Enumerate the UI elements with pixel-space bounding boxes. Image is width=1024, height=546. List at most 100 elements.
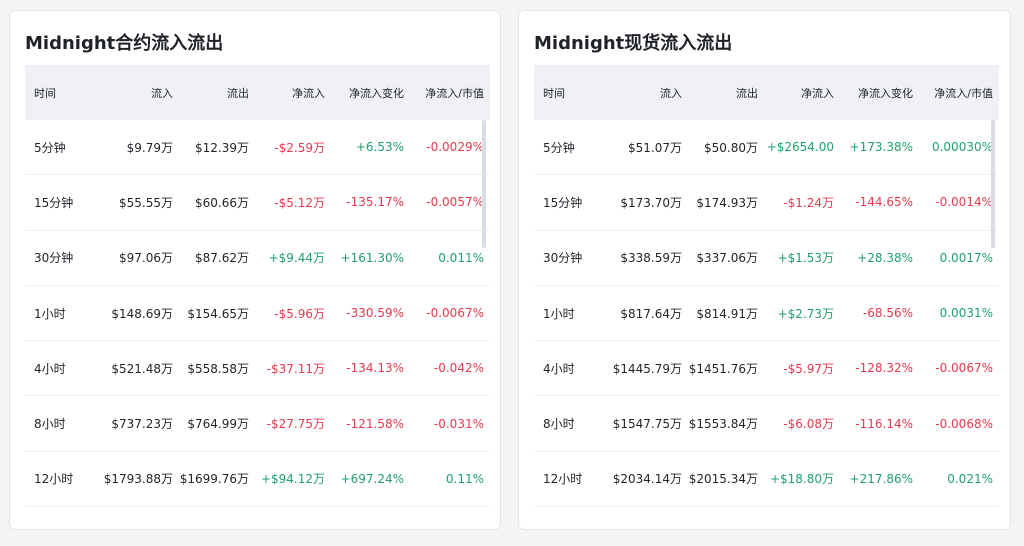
cell-net-change: -330.59% xyxy=(346,306,404,321)
cell-net-change: +217.86% xyxy=(849,471,913,486)
table-row[interactable]: 5分钟 $9.79万 $12.39万 -$2.59万 +6.53% -0.0029% xyxy=(25,120,490,176)
cell-outflow: $60.66万 xyxy=(195,195,249,210)
cell-net-inflow: +$2.73万 xyxy=(777,306,834,321)
table-body[interactable]: 5分钟 $9.79万 $12.39万 -$2.59万 +6.53% -0.0029% 15分… xyxy=(25,120,490,508)
cell-outflow: $337.06万 xyxy=(696,251,758,266)
table-header: 时间 流入 流出 净流入 净流入变化 净流入/市值 xyxy=(25,65,490,120)
cell-outflow: $1553.84万 xyxy=(688,417,758,432)
header-net-market-cap: 净流入/市值 xyxy=(934,86,993,100)
cell-inflow: $9.79万 xyxy=(126,140,173,155)
cell-outflow: $87.62万 xyxy=(195,251,249,266)
table-row[interactable]: 15分钟 $173.70万 $174.93万 -$1.24万 -144.65% -0.00… xyxy=(534,175,999,231)
cell-net-market-cap: 0.0017% xyxy=(939,250,993,265)
cell-net-change: +697.24% xyxy=(340,471,404,486)
header-net-market-cap: 净流入/市值 xyxy=(425,86,484,100)
table-row[interactable]: 8小时 $1547.75万 $1553.84万 -$6.08万 -116.14% -0.0… xyxy=(534,396,999,452)
header-inflow: 流入 xyxy=(151,86,173,100)
cell-net-inflow: +$94.12万 xyxy=(260,472,325,487)
table-row[interactable]: 1小时 $148.69万 $154.65万 -$5.96万 -330.59% -0.006… xyxy=(25,286,490,342)
scrollbar[interactable] xyxy=(482,120,486,248)
cell-net-market-cap: -0.042% xyxy=(433,361,484,376)
table-row[interactable]: 5分钟 $51.07万 $50.80万 +$2654.00 +173.38% 0.0003… xyxy=(534,120,999,176)
cell-inflow: $97.06万 xyxy=(119,251,173,266)
cell-net-change: -135.17% xyxy=(346,195,404,210)
table-row[interactable]: 30分钟 $338.59万 $337.06万 +$1.53万 +28.38% 0.0017… xyxy=(534,231,999,286)
cell-net-change: +28.38% xyxy=(857,250,913,265)
cell-inflow: $1445.79万 xyxy=(612,361,682,376)
header-net-change: 净流入变化 xyxy=(858,86,913,100)
header-outflow: 流出 xyxy=(736,86,758,100)
cell-time: 30分钟 xyxy=(543,251,583,266)
cell-net-market-cap: 0.021% xyxy=(947,471,993,486)
cell-net-inflow: -$5.97万 xyxy=(783,361,834,376)
cell-outflow: $174.93万 xyxy=(696,195,758,210)
cell-net-inflow: -$5.12万 xyxy=(274,195,325,210)
cell-time: 15分钟 xyxy=(34,195,74,210)
cell-outflow: $1451.76万 xyxy=(688,361,758,376)
header-net-inflow: 净流入 xyxy=(292,86,325,100)
cell-net-change: +6.53% xyxy=(355,140,404,155)
cell-time: 8小时 xyxy=(543,417,575,432)
scrollbar[interactable] xyxy=(991,120,995,248)
cell-time: 12小时 xyxy=(34,472,74,487)
cell-net-inflow: -$6.08万 xyxy=(783,417,834,432)
cell-net-market-cap: 0.00030% xyxy=(931,140,993,155)
table-body[interactable]: 5分钟 $51.07万 $50.80万 +$2654.00 +173.38% 0.0003… xyxy=(534,120,999,508)
cell-net-inflow: +$1.53万 xyxy=(777,251,834,266)
header-inflow: 流入 xyxy=(660,86,682,100)
panel-title: Midnight合约流入流出 xyxy=(25,33,224,54)
table-row[interactable]: 1小时 $817.64万 $814.91万 +$2.73万 -68.56% 0.0031% xyxy=(534,286,999,342)
cell-outflow: $764.99万 xyxy=(187,417,249,432)
cell-net-market-cap: -0.0067% xyxy=(935,361,993,376)
cell-outflow: $2015.34万 xyxy=(688,472,758,487)
cell-inflow: $1547.75万 xyxy=(612,417,682,432)
table-row[interactable]: 15分钟 $55.55万 $60.66万 -$5.12万 -135.17% -0.0057… xyxy=(25,175,490,231)
table-header: 时间 流入 流出 净流入 净流入变化 净流入/市值 xyxy=(534,65,999,120)
cell-net-change: +173.38% xyxy=(849,140,913,155)
cell-inflow: $521.48万 xyxy=(111,361,173,376)
cell-inflow: $737.23万 xyxy=(111,417,173,432)
cell-inflow: $173.70万 xyxy=(620,195,682,210)
spot-flow-table: 时间 流入 流出 净流入 净流入变化 净流入/市值 5分钟 $51.07万 $50.… xyxy=(534,65,999,508)
table-row[interactable]: 4小时 $521.48万 $558.58万 -$37.11万 -134.13% -0.04… xyxy=(25,341,490,397)
table-row[interactable]: 4小时 $1445.79万 $1451.76万 -$5.97万 -128.32% -0.0… xyxy=(534,341,999,397)
cell-outflow: $12.39万 xyxy=(195,140,249,155)
table-row[interactable]: 12小时 $2034.14万 $2015.34万 +$18.80万 +217.86% 0.… xyxy=(534,452,999,508)
cell-net-change: -128.32% xyxy=(855,361,913,376)
cell-time: 1小时 xyxy=(34,306,66,321)
cell-net-market-cap: -0.0014% xyxy=(935,195,993,210)
cell-time: 8小时 xyxy=(34,417,66,432)
cell-inflow: $817.64万 xyxy=(620,306,682,321)
spot-flow-panel: Midnight现货流入流出 时间 流入 流出 净流入 净流入变化 净流入/市值… xyxy=(518,10,1011,530)
cell-net-inflow: -$37.11万 xyxy=(266,361,325,376)
cell-net-inflow: +$18.80万 xyxy=(769,472,834,487)
table-row[interactable]: 12小时 $1793.88万 $1699.76万 +$94.12万 +697.24% 0.… xyxy=(25,452,490,508)
cell-time: 15分钟 xyxy=(543,195,583,210)
cell-net-market-cap: -0.031% xyxy=(433,416,484,431)
cell-outflow: $50.80万 xyxy=(704,140,758,155)
cell-net-change: -68.56% xyxy=(862,306,913,321)
contract-flow-table: 时间 流入 流出 净流入 净流入变化 净流入/市值 5分钟 $9.79万 $12.3… xyxy=(25,65,490,508)
header-time: 时间 xyxy=(34,86,56,100)
cell-outflow: $154.65万 xyxy=(187,306,249,321)
cell-net-inflow: -$1.24万 xyxy=(783,195,834,210)
table-row[interactable]: 30分钟 $97.06万 $87.62万 +$9.44万 +161.30% 0.011% xyxy=(25,231,490,286)
cell-time: 1小时 xyxy=(543,306,575,321)
cell-net-market-cap: 0.11% xyxy=(445,471,484,486)
cell-time: 4小时 xyxy=(543,361,575,376)
cell-outflow: $1699.76万 xyxy=(179,472,249,487)
cell-inflow: $338.59万 xyxy=(620,251,682,266)
cell-outflow: $814.91万 xyxy=(696,306,758,321)
header-outflow: 流出 xyxy=(227,86,249,100)
header-time: 时间 xyxy=(543,86,565,100)
cell-inflow: $1793.88万 xyxy=(103,472,173,487)
cell-net-change: +161.30% xyxy=(340,250,404,265)
cell-time: 12小时 xyxy=(543,472,583,487)
cell-inflow: $55.55万 xyxy=(119,195,173,210)
cell-net-inflow: +$9.44万 xyxy=(268,251,325,266)
cell-net-inflow: -$27.75万 xyxy=(266,417,325,432)
cell-net-market-cap: -0.0057% xyxy=(426,195,484,210)
cell-inflow: $2034.14万 xyxy=(612,472,682,487)
table-row[interactable]: 8小时 $737.23万 $764.99万 -$27.75万 -121.58% -0.03… xyxy=(25,396,490,452)
cell-time: 30分钟 xyxy=(34,251,74,266)
